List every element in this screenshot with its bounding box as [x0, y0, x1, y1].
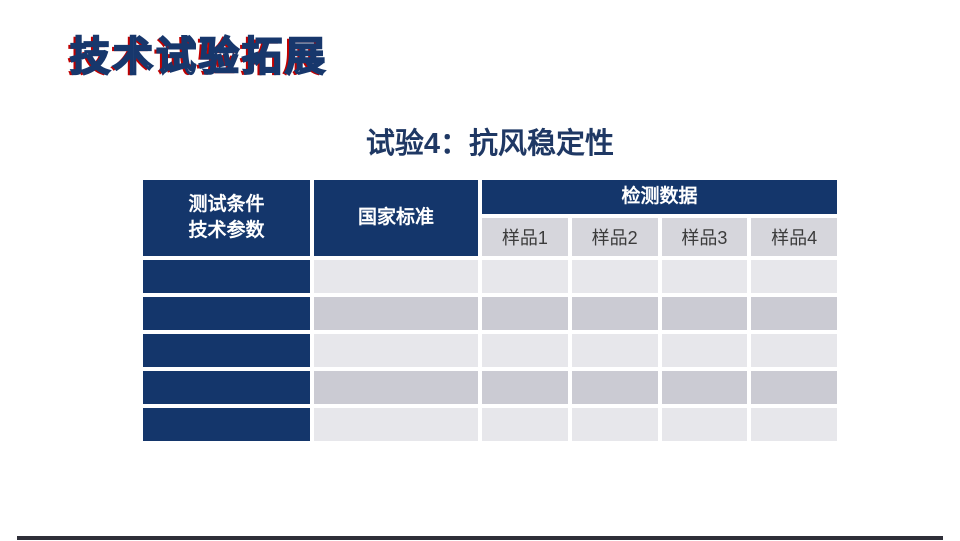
header-test-conditions-line1: 测试条件	[188, 194, 265, 216]
body-cell-r1-c5	[661, 260, 748, 293]
body-cell-r3-c6	[751, 334, 837, 367]
body-cell-r3-c5	[661, 334, 748, 367]
body-cell-r1-c3	[482, 260, 568, 293]
body-cell-r1-c1	[143, 260, 310, 293]
header-sample-1: 样品1	[482, 218, 568, 256]
header-national-standard: 国家标准	[314, 180, 478, 256]
body-cell-r2-c2	[314, 297, 478, 330]
body-cell-r3-c4	[571, 334, 658, 367]
body-cell-r1-c6	[751, 260, 837, 293]
body-cell-r3-c2	[314, 334, 478, 367]
body-cell-r3-c3	[482, 334, 568, 367]
header-test-conditions-parameters: 测试条件 技术参数	[143, 180, 310, 256]
body-cell-r2-c1	[143, 297, 310, 330]
header-detection-data: 检测数据	[482, 180, 837, 214]
body-cell-r4-c4	[571, 371, 658, 404]
header-test-conditions-line2: 技术参数	[188, 220, 265, 241]
header-sample-3: 样品3	[661, 218, 748, 256]
body-cell-r4-c1	[143, 371, 310, 404]
body-cell-r5-c4	[571, 408, 658, 441]
body-cell-r4-c5	[661, 371, 748, 404]
body-cell-r4-c2	[314, 371, 478, 404]
body-cell-r5-c6	[751, 408, 837, 441]
body-cell-r5-c5	[661, 408, 748, 441]
header-sample-4: 样品4	[751, 218, 837, 256]
header-sample-2: 样品2	[571, 218, 658, 256]
page-title: 技术试验拓展	[69, 34, 328, 80]
body-cell-r1-c2	[314, 260, 478, 293]
body-cell-r2-c4	[571, 297, 658, 330]
body-cell-r3-c1	[143, 334, 310, 367]
body-cell-r2-c5	[661, 297, 748, 330]
body-cell-r1-c4	[571, 260, 658, 293]
bottom-accent-bar	[17, 536, 943, 540]
data-table: 测试条件 技术参数 国家标准 检测数据 样品1 样品2 样品3 样品4	[143, 180, 837, 441]
body-cell-r5-c2	[314, 408, 478, 441]
body-cell-r5-c3	[482, 408, 568, 441]
section-subtitle: 试验4：抗风稳定性	[365, 128, 615, 160]
body-cell-r4-c6	[751, 371, 837, 404]
body-cell-r2-c6	[751, 297, 837, 330]
body-cell-r5-c1	[143, 408, 310, 441]
body-cell-r2-c3	[482, 297, 568, 330]
body-cell-r4-c3	[482, 371, 568, 404]
